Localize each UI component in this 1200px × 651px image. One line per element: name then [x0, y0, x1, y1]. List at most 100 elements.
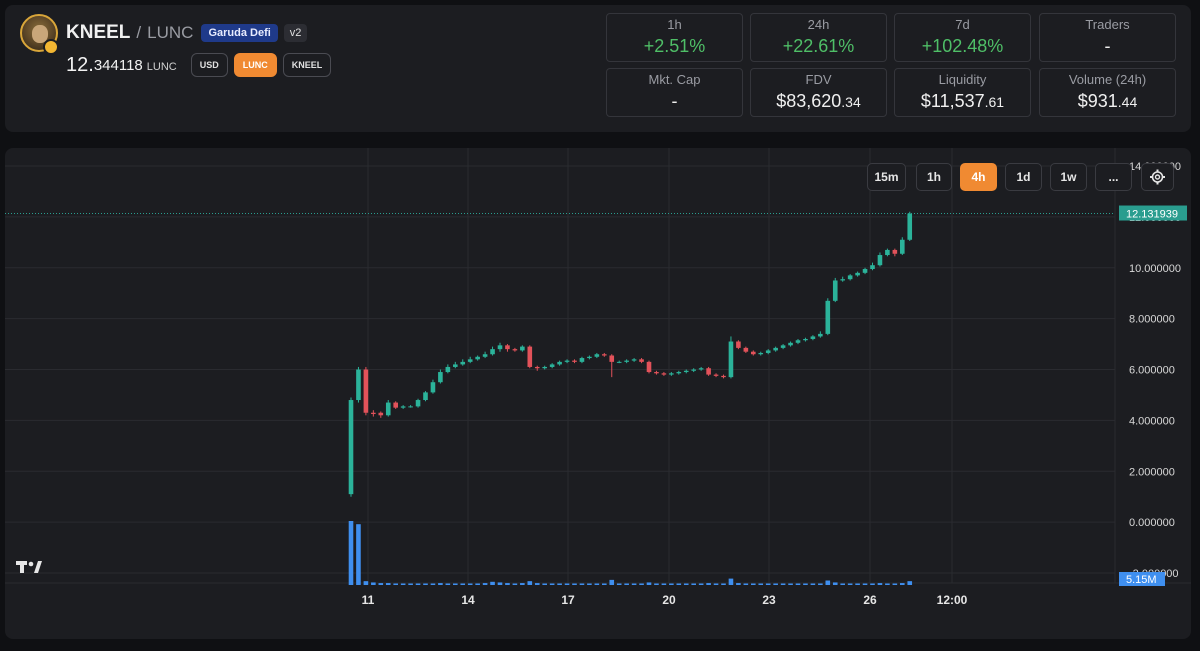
gear-icon	[1150, 169, 1165, 185]
stat-value: $83,620.34	[751, 91, 886, 112]
candle	[646, 361, 652, 373]
price-chart-panel[interactable]: 14.00000012.00000010.0000008.0000006.000…	[5, 148, 1191, 639]
candle	[453, 364, 458, 367]
candle	[713, 374, 719, 376]
stat-1h: 1h +2.51%	[606, 13, 743, 62]
candle	[475, 356, 480, 360]
candle	[363, 369, 369, 413]
candle	[482, 354, 488, 357]
candle	[557, 361, 562, 365]
candle	[594, 354, 600, 357]
volume-tag	[1119, 572, 1165, 586]
volume-bar	[497, 582, 503, 585]
candle	[691, 369, 696, 371]
tradingview-logo-icon[interactable]	[15, 559, 45, 575]
candle	[423, 392, 428, 401]
candle	[795, 340, 801, 343]
volume-bar	[877, 583, 883, 585]
stat-value: $931.44	[1040, 91, 1175, 112]
volume-bar	[892, 583, 898, 585]
x-tick-label: 20	[662, 593, 676, 607]
volume-bar	[348, 521, 354, 585]
stat-label: Volume (24h)	[1068, 72, 1147, 87]
stat-value-decimals: .44	[1117, 94, 1138, 110]
candle	[877, 255, 883, 266]
stat-label: Mkt. Cap	[648, 72, 701, 87]
candle	[542, 366, 547, 369]
volume-bar	[527, 581, 533, 585]
volume-bar	[698, 583, 704, 585]
chart-settings-button[interactable]	[1141, 163, 1174, 191]
volume-bar	[661, 583, 667, 585]
candle	[736, 341, 741, 348]
candle	[825, 300, 831, 334]
timeframe-1h-button[interactable]: 1h	[916, 163, 952, 191]
candle	[758, 352, 764, 355]
timeframe-1w-button[interactable]: 1w	[1050, 163, 1087, 191]
candle	[862, 269, 868, 273]
candle	[430, 382, 436, 393]
y-tick-label: 6.000000	[1129, 365, 1175, 377]
volume-bar	[691, 583, 696, 585]
candle	[520, 346, 525, 351]
candle	[810, 336, 816, 339]
candle	[624, 360, 629, 362]
currency-kneel-button[interactable]: KNEEL	[282, 53, 332, 77]
candle	[497, 345, 503, 350]
candle	[847, 275, 853, 280]
volume-bar	[818, 583, 823, 585]
volume-bar	[803, 583, 808, 585]
timeframe-15m-button[interactable]: 15m	[867, 163, 906, 191]
currency-lunc-button[interactable]: LUNC	[233, 53, 277, 77]
candle	[885, 249, 890, 256]
volume-bar	[758, 583, 764, 585]
candle	[579, 358, 585, 362]
candle	[445, 366, 451, 373]
candle	[832, 280, 838, 301]
candle	[639, 359, 644, 362]
volume-bar	[371, 582, 376, 585]
volume-bar	[736, 583, 741, 585]
volume-bar	[780, 583, 786, 585]
candle	[408, 406, 413, 408]
candle	[460, 361, 466, 365]
volume-bar	[356, 524, 361, 585]
stat-value: +22.61%	[782, 36, 855, 56]
y-tick-label: 2.000000	[1129, 466, 1175, 478]
version-badge: v2	[283, 24, 308, 42]
x-tick-label: 14	[461, 593, 475, 607]
candle	[400, 406, 406, 408]
volume-bar	[795, 583, 801, 585]
volume-bar	[669, 583, 674, 585]
volume-bar	[408, 583, 413, 585]
candle	[743, 347, 749, 352]
volume-bar	[490, 581, 495, 585]
volume-bar	[907, 581, 913, 585]
volume-bar	[594, 583, 600, 585]
price-main: 12.	[66, 53, 94, 76]
timeframe-1d-button[interactable]: 1d	[1005, 163, 1042, 191]
candle	[751, 351, 756, 355]
candle	[534, 366, 540, 369]
volume-bar	[840, 583, 845, 585]
y-tick-label: 10.000000	[1129, 263, 1181, 275]
volume-bar	[639, 583, 644, 585]
candle	[870, 265, 875, 270]
timeframe-4h-button[interactable]: 4h	[960, 163, 997, 191]
volume-bar	[788, 583, 793, 585]
volume-bar	[810, 583, 816, 585]
timeframe-more-button[interactable]: ...	[1095, 163, 1132, 191]
stat-fdv: FDV $83,620.34	[750, 68, 887, 117]
candle	[348, 400, 354, 495]
volume-bar	[572, 583, 577, 585]
currency-usd-button[interactable]: USD	[190, 53, 228, 77]
volume-bar	[683, 583, 689, 585]
volume-bar	[520, 583, 525, 585]
dex-badge[interactable]: Garuda Defi	[201, 24, 278, 42]
candle	[490, 349, 495, 355]
volume-bar	[676, 583, 682, 585]
price-decimals: 344118	[93, 56, 143, 74]
stat-value-decimals: .61	[984, 94, 1005, 110]
price-chart[interactable]: 14.00000012.00000010.0000008.0000006.000…	[5, 148, 1191, 639]
stat-label: 7d	[955, 17, 970, 32]
